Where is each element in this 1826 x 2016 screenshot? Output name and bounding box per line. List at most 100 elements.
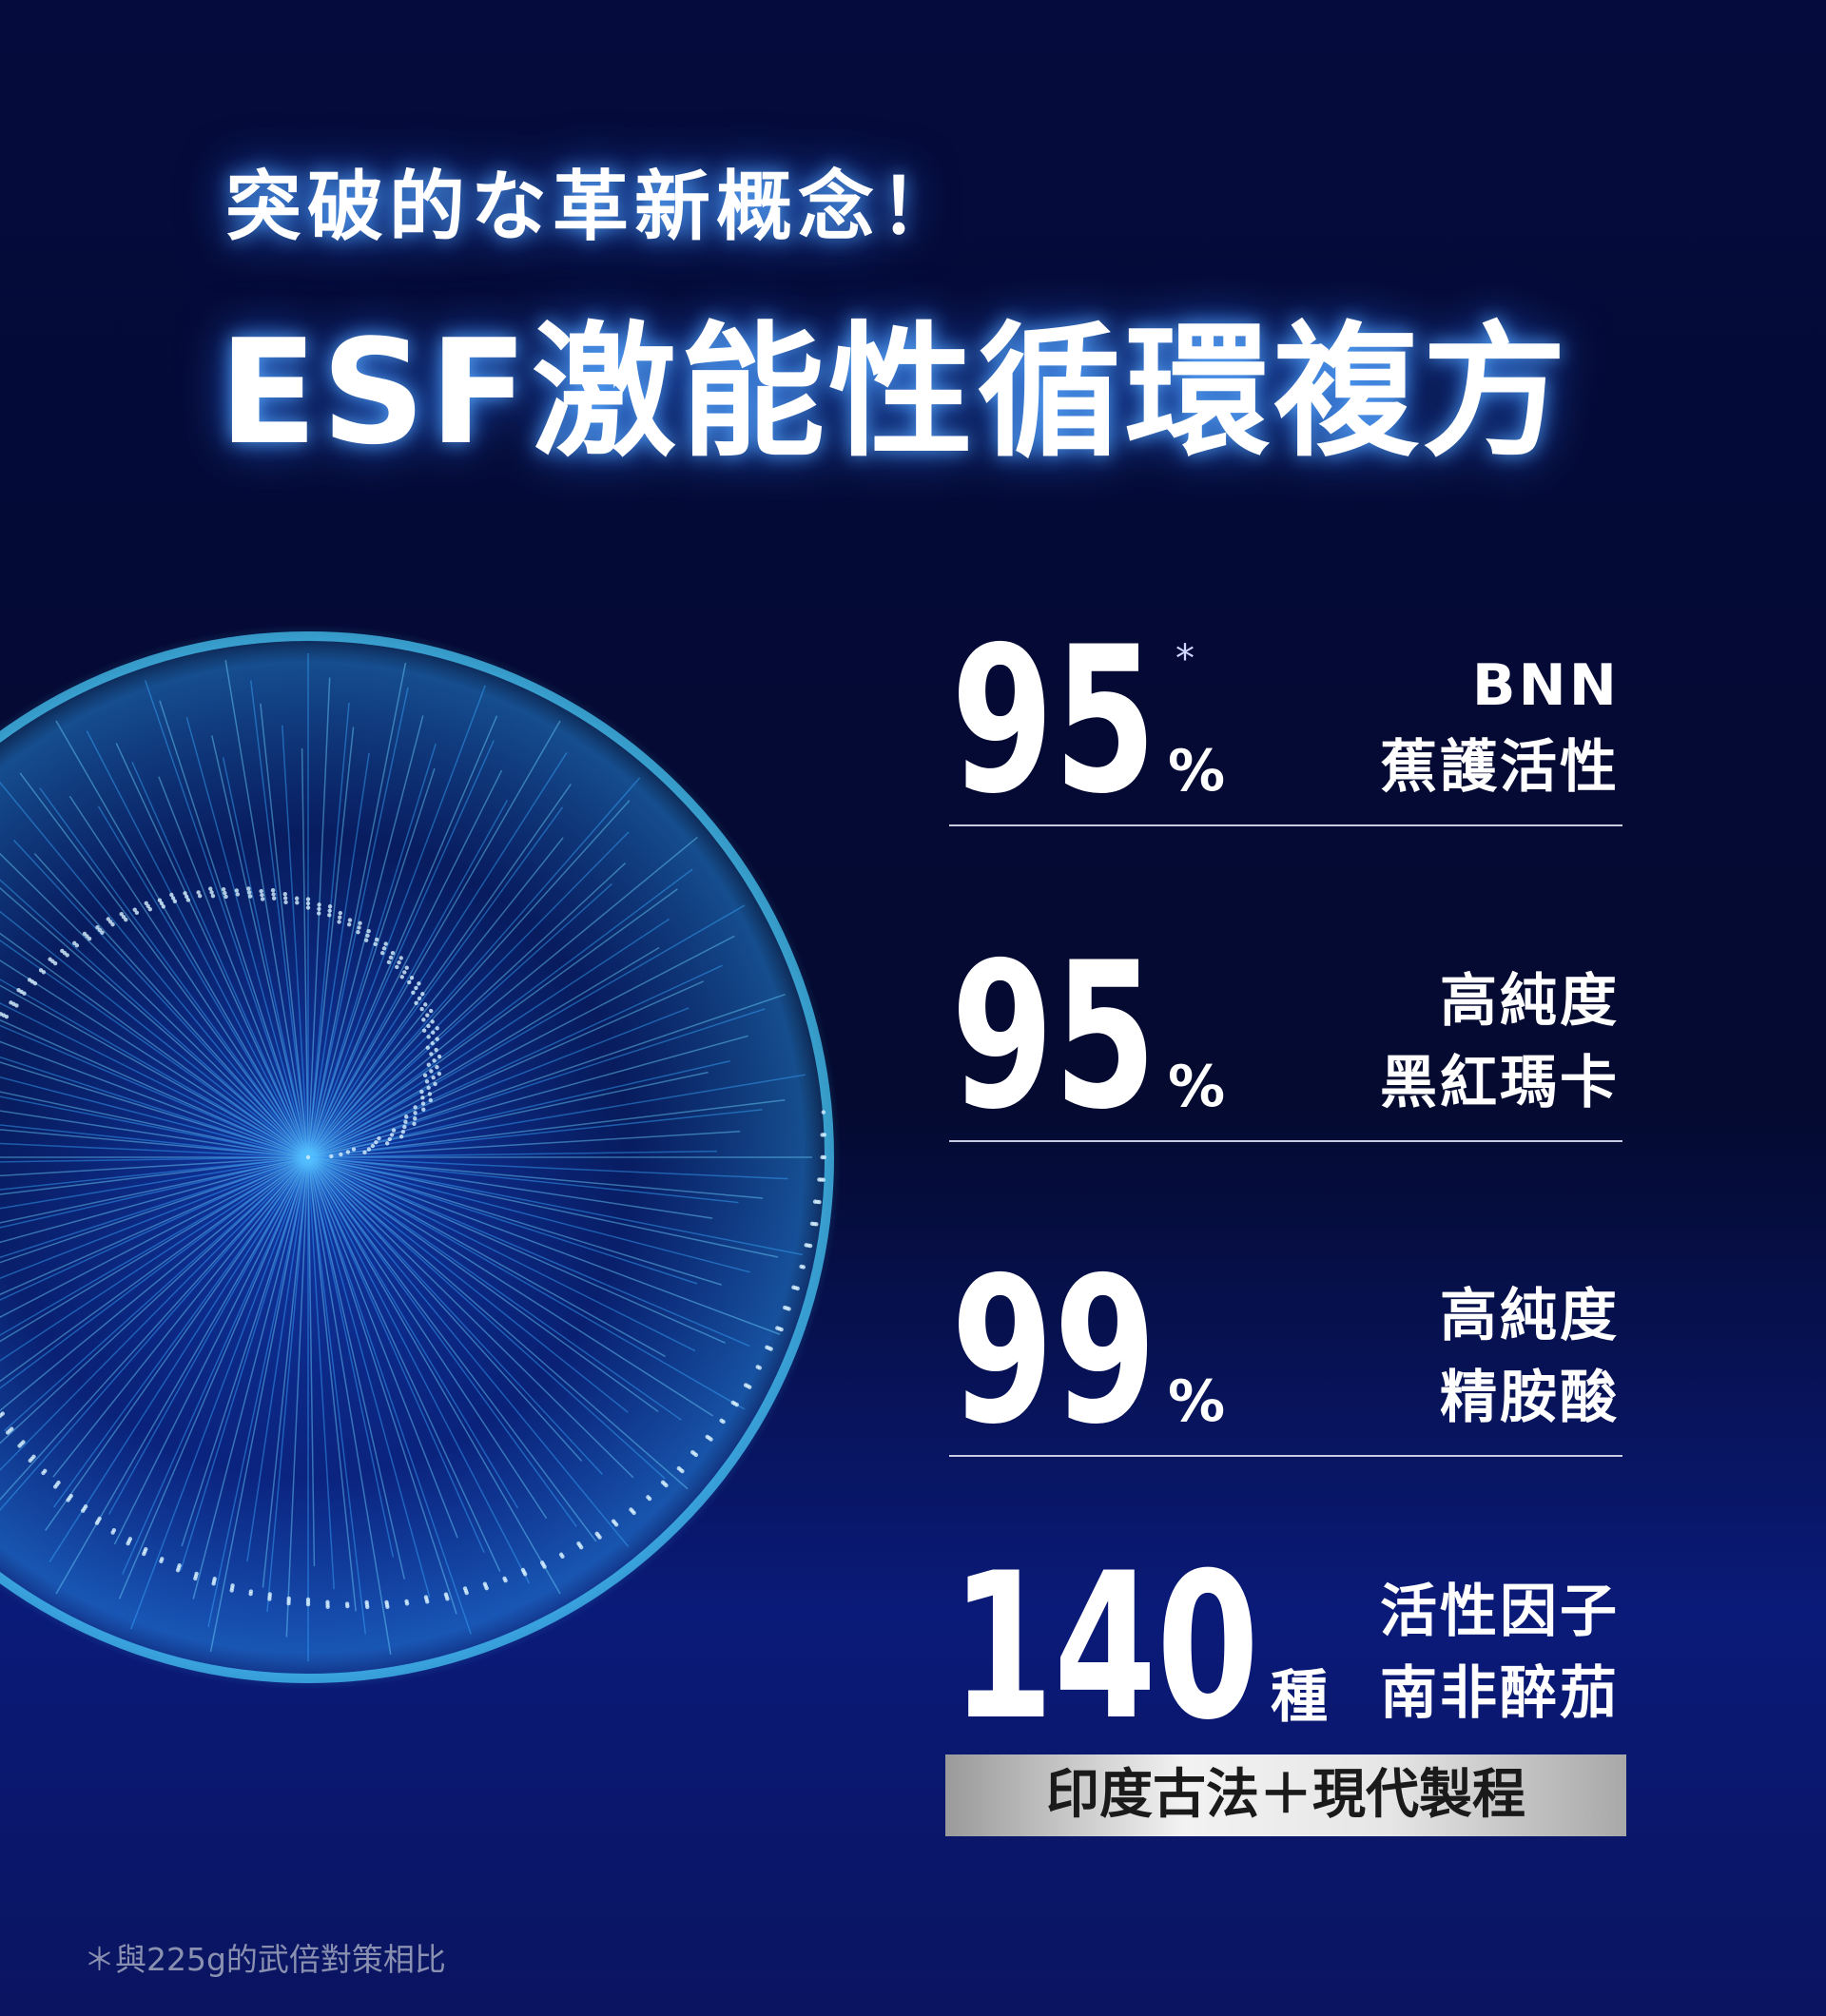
sphere-dot <box>317 906 321 912</box>
sphere-dot <box>170 896 176 901</box>
sphere-dot <box>414 985 418 991</box>
sphere-ray <box>307 715 498 1158</box>
sphere-ray <box>307 1156 357 1612</box>
sphere-ray <box>307 727 355 1158</box>
sphere-ray <box>68 795 309 1158</box>
sphere-dot <box>629 1507 633 1512</box>
sphere-ray <box>12 839 309 1158</box>
sphere-dot <box>407 979 412 985</box>
sphere-dot <box>743 1383 748 1387</box>
sphere-ray <box>145 680 309 1158</box>
sphere-ray <box>0 1156 309 1471</box>
sphere-dot <box>719 1418 724 1424</box>
sphere-dot <box>391 1128 397 1133</box>
sphere-dot <box>363 938 369 942</box>
sphere-ray <box>307 1156 457 1615</box>
sphere-ray <box>307 1156 659 1413</box>
sphere-rim <box>0 631 834 1683</box>
sphere-ray <box>0 979 309 1158</box>
sphere-ray <box>307 1109 763 1158</box>
sphere-dot <box>305 905 311 910</box>
sphere-ray <box>33 852 309 1158</box>
sphere-ray <box>307 1156 531 1584</box>
sphere-dot <box>223 890 227 896</box>
sphere-dot <box>22 991 27 996</box>
sphere-ray <box>180 1156 309 1571</box>
sphere-ray <box>0 1018 309 1158</box>
stat-label: 高純度 <box>1440 968 1620 1035</box>
sphere-dot <box>111 1527 117 1533</box>
sphere-dot <box>435 1026 439 1031</box>
sphere-dot <box>338 915 342 920</box>
sphere-dot <box>260 893 264 898</box>
sphere-ray <box>307 1098 786 1158</box>
sphere-dot <box>420 992 425 997</box>
sphere-ray <box>0 781 309 1158</box>
sphere-ray <box>301 748 309 1158</box>
sphere-dot <box>370 1143 376 1149</box>
sphere-dot <box>398 1134 404 1139</box>
sphere-dot <box>783 1305 787 1310</box>
sphere-ray <box>307 744 437 1158</box>
sphere-dot <box>437 1054 442 1059</box>
sphere-dot <box>424 1079 430 1084</box>
sphere-dot <box>31 1454 36 1460</box>
sphere-ray <box>307 1156 335 1590</box>
sphere-dot <box>428 1008 434 1014</box>
sphere-ray <box>0 852 309 1158</box>
sphere-dot <box>221 886 226 892</box>
stat-label: 高純度 <box>1440 1283 1620 1349</box>
stat-unit: % <box>1168 1368 1225 1435</box>
sphere-dot <box>327 904 333 909</box>
sphere-dot <box>755 1365 760 1369</box>
sphere-ray <box>45 1156 309 1531</box>
sphere-ray <box>0 1156 309 1296</box>
sphere-ray <box>307 1035 748 1158</box>
sphere-dot <box>83 1503 88 1509</box>
sphere-ray <box>260 703 309 1158</box>
sphere-dot <box>351 1147 357 1152</box>
sphere-dot <box>421 1018 426 1022</box>
sphere-ray <box>307 687 409 1158</box>
sphere-ray <box>209 1156 309 1653</box>
sphere-dot <box>419 1006 424 1012</box>
sphere-dot <box>87 936 92 941</box>
sphere-ray <box>282 725 309 1158</box>
sphere-dot <box>388 955 394 960</box>
sphere-dot <box>362 1150 367 1154</box>
sphere-dot <box>259 888 263 894</box>
sphere-dot <box>356 930 360 935</box>
sphere-ray <box>97 805 309 1158</box>
title: ESF激能性循環複方 <box>219 308 1570 476</box>
sphere-dot <box>146 903 150 909</box>
sphere-dot <box>260 897 265 901</box>
sphere-ray <box>52 1156 309 1508</box>
sphere-ray <box>0 1156 309 1195</box>
sphere-dot <box>520 1567 526 1573</box>
sphere-ray <box>307 904 746 1158</box>
sphere-ray <box>118 1156 309 1599</box>
sphere-dot <box>294 896 300 901</box>
sphere-ray <box>307 702 350 1158</box>
sphere-ray <box>307 1156 804 1256</box>
sphere-ray <box>307 868 693 1158</box>
sphere-ray <box>0 939 309 1158</box>
sphere-ray <box>307 662 407 1158</box>
sphere-ray <box>307 1156 577 1527</box>
stat-label: 黑紅瑪卡 <box>1380 1050 1620 1116</box>
sphere-ray <box>307 677 331 1158</box>
sphere-ray <box>0 1156 309 1318</box>
sphere-dot <box>97 1516 102 1522</box>
sphere-ray <box>122 1156 309 1575</box>
sphere-ray <box>86 730 309 1158</box>
sphere-ray <box>0 1076 309 1158</box>
sphere-ray <box>0 932 309 1158</box>
sphere-dot <box>183 891 187 896</box>
sphere-dot <box>426 1035 431 1039</box>
sphere-ray <box>0 1156 309 1279</box>
sphere-dot <box>194 1571 199 1577</box>
sphere-dot <box>325 1599 330 1604</box>
sphere-dot <box>65 953 69 958</box>
sphere-dot <box>56 1480 61 1485</box>
sphere-dot <box>282 891 287 897</box>
